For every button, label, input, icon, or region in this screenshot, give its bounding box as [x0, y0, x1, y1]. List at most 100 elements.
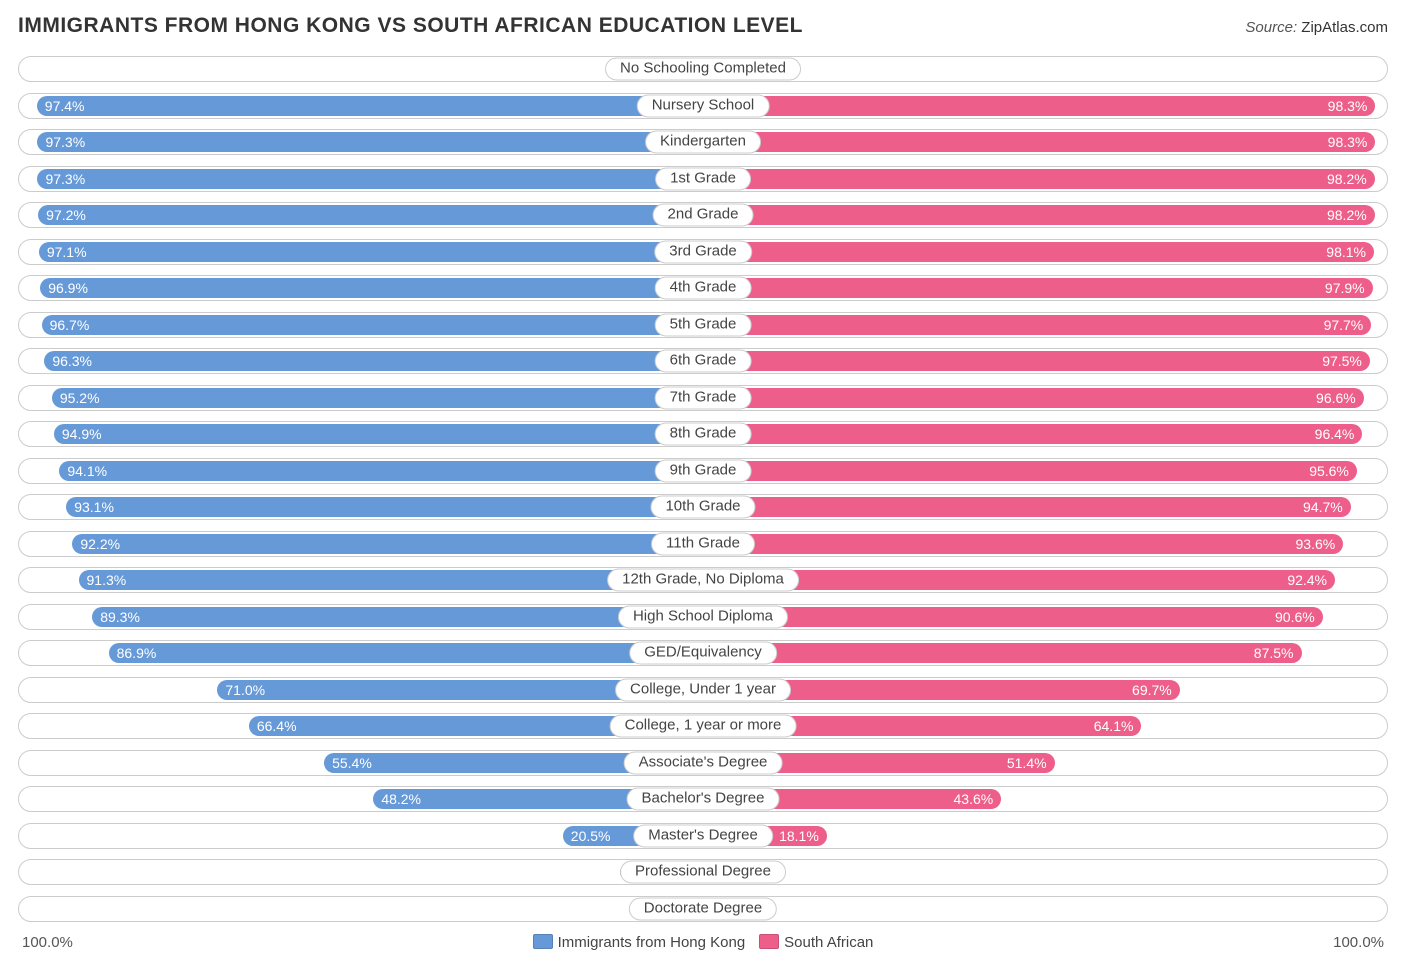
value-label-right: 92.4%	[1287, 572, 1327, 588]
category-label: College, 1 year or more	[610, 715, 797, 738]
legend-label-right: South African	[784, 934, 873, 951]
value-label-right: 98.3%	[1328, 98, 1368, 114]
value-label-left: 97.3%	[45, 134, 85, 150]
chart-row: 96.9%97.9%4th Grade	[18, 275, 1388, 301]
chart-row: 86.9% 87.5% GED/Equivalency	[18, 640, 1388, 666]
category-label: Associate's Degree	[624, 751, 783, 774]
category-label: 4th Grade	[655, 277, 752, 300]
bar-right	[703, 96, 1375, 116]
value-label-right: 43.6%	[954, 791, 994, 807]
axis-legend-row: 100.0% Immigrants from Hong Kong South A…	[18, 932, 1388, 951]
value-label-left: 97.2%	[46, 207, 86, 223]
category-label: GED/Equivalency	[629, 642, 777, 665]
value-label-right: 97.5%	[1322, 353, 1362, 369]
chart-source: Source: ZipAtlas.com	[1245, 19, 1388, 36]
value-label-left: 94.9%	[62, 426, 102, 442]
chart-row: 6.4%5.7%Professional Degree	[18, 859, 1388, 885]
value-label-right: 96.6%	[1316, 390, 1356, 406]
axis-left-max: 100.0%	[22, 934, 73, 951]
bar-right	[703, 278, 1373, 298]
value-label-right: 93.6%	[1296, 536, 1336, 552]
category-label: 2nd Grade	[653, 204, 754, 227]
chart-row: 91.3% 92.4% 12th Grade, No Diploma	[18, 567, 1388, 593]
value-label-left: 89.3%	[100, 609, 140, 625]
legend-label-left: Immigrants from Hong Kong	[558, 934, 746, 951]
category-label: No Schooling Completed	[605, 58, 801, 81]
category-label: 12th Grade, No Diploma	[607, 569, 799, 592]
bar-left	[37, 96, 703, 116]
bar-left	[37, 169, 703, 189]
category-label: College, Under 1 year	[615, 678, 791, 701]
bar-left	[44, 351, 703, 371]
chart-row: 97.4%98.3%Nursery School	[18, 93, 1388, 119]
bar-left	[92, 607, 703, 627]
category-label: 7th Grade	[655, 386, 752, 409]
chart-row: 97.1% 98.1% 3rd Grade	[18, 239, 1388, 265]
value-label-right: 98.1%	[1326, 244, 1366, 260]
value-label-right: 98.3%	[1328, 134, 1368, 150]
axis-right-max: 100.0%	[1333, 934, 1384, 951]
bar-right	[703, 132, 1375, 152]
source-prefix: Source:	[1245, 19, 1297, 36]
value-label-right: 69.7%	[1132, 682, 1172, 698]
category-label: 8th Grade	[655, 423, 752, 446]
chart-row: 48.2%43.6%Bachelor's Degree	[18, 786, 1388, 812]
bar-right	[703, 388, 1364, 408]
chart-title: IMMIGRANTS FROM HONG KONG VS SOUTH AFRIC…	[18, 14, 803, 38]
value-label-left: 91.3%	[87, 572, 127, 588]
bar-right	[703, 607, 1323, 627]
value-label-right: 90.6%	[1275, 609, 1315, 625]
category-label: 1st Grade	[655, 167, 751, 190]
chart-row: 94.9% 96.4% 8th Grade	[18, 421, 1388, 447]
chart-row: 94.1%95.6%9th Grade	[18, 458, 1388, 484]
bar-left	[72, 534, 703, 554]
bar-left	[39, 242, 703, 262]
value-label-left: 55.4%	[332, 755, 372, 771]
bar-left	[42, 315, 703, 335]
bar-left	[37, 132, 703, 152]
value-label-right: 98.2%	[1327, 171, 1367, 187]
chart-header: IMMIGRANTS FROM HONG KONG VS SOUTH AFRIC…	[18, 14, 1388, 38]
value-label-right: 98.2%	[1327, 207, 1367, 223]
bar-right	[703, 315, 1371, 335]
value-label-left: 71.0%	[225, 682, 265, 698]
category-label: Doctorate Degree	[629, 897, 777, 920]
category-label: Bachelor's Degree	[627, 788, 780, 811]
category-label: 11th Grade	[651, 532, 755, 555]
value-label-right: 87.5%	[1254, 645, 1294, 661]
source-name: ZipAtlas.com	[1301, 19, 1388, 36]
category-label: 3rd Grade	[654, 240, 752, 263]
value-label-left: 20.5%	[571, 828, 611, 844]
bar-right	[703, 461, 1357, 481]
chart-row: 20.5%18.1%Master's Degree	[18, 823, 1388, 849]
legend-item-right: South African	[759, 934, 873, 951]
value-label-left: 96.7%	[50, 317, 90, 333]
chart-row: 97.2% 98.2% 2nd Grade	[18, 202, 1388, 228]
value-label-left: 96.9%	[48, 280, 88, 296]
value-label-left: 97.1%	[47, 244, 87, 260]
chart-row: 89.3% 90.6% High School Diploma	[18, 604, 1388, 630]
value-label-left: 96.3%	[52, 353, 92, 369]
bar-left	[38, 205, 703, 225]
chart-row: 96.7%97.7%5th Grade	[18, 312, 1388, 338]
chart-row: 66.4%64.1%College, 1 year or more	[18, 713, 1388, 739]
bar-right	[703, 424, 1362, 444]
bar-right	[703, 242, 1374, 262]
value-label-right: 51.4%	[1007, 755, 1047, 771]
category-label: 9th Grade	[655, 459, 752, 482]
value-label-left: 86.9%	[117, 645, 157, 661]
bar-right	[703, 205, 1375, 225]
value-label-right: 96.4%	[1315, 426, 1355, 442]
bar-right	[703, 351, 1370, 371]
chart-row: 55.4% 51.4% Associate's Degree	[18, 750, 1388, 776]
category-label: Nursery School	[637, 94, 770, 117]
legend-swatch-left	[533, 934, 553, 949]
chart-row: 96.3%97.5%6th Grade	[18, 348, 1388, 374]
category-label: High School Diploma	[618, 605, 788, 628]
bar-right	[703, 534, 1343, 554]
bar-left	[109, 643, 703, 663]
chart-row: 93.1%94.7%10th Grade	[18, 494, 1388, 520]
chart-row: 97.3%98.2%1st Grade	[18, 166, 1388, 192]
value-label-left: 95.2%	[60, 390, 100, 406]
value-label-left: 92.2%	[80, 536, 120, 552]
